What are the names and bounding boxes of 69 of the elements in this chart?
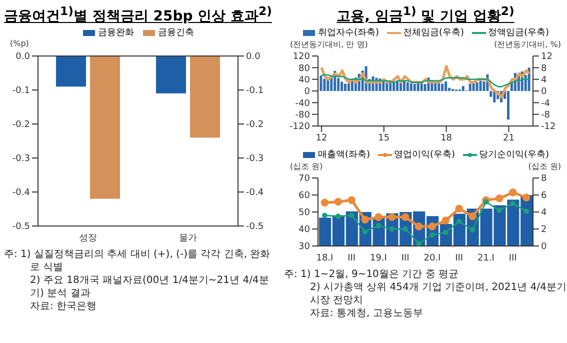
text: 주: 1) 실질정책금리의 추세 대비 (+), (-)를 각각 긴축, 완화로 식별 (4, 248, 272, 274)
y2-axis-title: (십조 원) (528, 161, 561, 172)
chart-title: 금융여건$^{1)}$별 정책금리 25bp 인상 효과$^{2)}$ (4, 4, 272, 26)
y2-tick-label: -4 (541, 98, 550, 109)
x-tick-label: 18 (440, 133, 452, 144)
x-tick-label: 물가 (179, 233, 197, 244)
y2-tick-label: -8 (541, 110, 550, 121)
x-tick-label: 19.I (370, 253, 387, 264)
y-tick-label: 30 (298, 242, 310, 252)
y-tick-label: -0.5 (12, 222, 30, 232)
y-tick-label: 60 (298, 191, 310, 202)
y2-tick-label: 4 (541, 76, 547, 86)
x-tick-label: III (508, 253, 517, 264)
text: 주: 1) 1~2월, 9~10월은 기간 중 평균 (284, 268, 460, 281)
y-tick-label: 80 (298, 64, 310, 74)
y-axis-title: (십조 원) (290, 161, 323, 172)
y-axis-title: (전년동기대비, 만 명) (290, 39, 368, 50)
y2-tick-label: 2 (541, 225, 547, 236)
y2-tick-label: -0.3 (246, 154, 264, 164)
text: 자료: 통계청, 고용노동부 (309, 307, 424, 320)
legend-label: 당기순이익(우축) (479, 149, 550, 161)
chart-title: 고용, 임금$^{1)}$ 및 기업 업황$^{2)}$ (336, 4, 516, 26)
y-tick-label: -40 (295, 98, 310, 109)
legend-label: 금융완화 (98, 27, 134, 39)
y-tick-label: 40 (298, 225, 310, 236)
y2-tick-label: 0 (541, 242, 547, 252)
y2-axis-title: (전년동기대비, %) (494, 39, 561, 50)
y2-tick-label: 12 (541, 52, 552, 62)
legend-label: 매출액(좌축) (318, 149, 370, 161)
y-tick-label: 0.0 (16, 52, 30, 62)
y-axis-title: (%p) (10, 39, 29, 50)
legend-label: 금융긴축 (158, 27, 194, 39)
y2-tick-label: -0.5 (246, 222, 264, 232)
y-tick-label: 70 (298, 174, 310, 184)
y2-tick-label: 8 (541, 174, 547, 184)
legend-label: 취업자수(좌축) (318, 27, 379, 39)
y-tick-label: -120 (290, 122, 310, 132)
y2-tick-label: 4 (541, 208, 547, 218)
y-tick-label: 120 (292, 52, 310, 62)
y-tick-label: -0.2 (12, 120, 30, 130)
y2-tick-label: 8 (541, 64, 547, 74)
x-tick-label: 15 (378, 133, 390, 144)
y-tick-label: -0.3 (12, 154, 30, 164)
x-tick-label: 20.I (424, 253, 441, 264)
x-tick-label: III (455, 253, 464, 264)
y-tick-label: -80 (295, 110, 310, 121)
x-tick-label: 21.I (477, 253, 494, 264)
y2-tick-label: -0.4 (246, 188, 264, 198)
y-tick-label: 40 (298, 76, 310, 86)
x-tick-label: 성장 (79, 233, 97, 244)
x-tick-label: III (348, 253, 356, 264)
y2-tick-label: 0 (541, 87, 547, 98)
x-tick-label: III (401, 253, 410, 264)
x-tick-label: 21 (503, 133, 514, 144)
y2-tick-label: -0.2 (246, 120, 264, 130)
y2-tick-label: -0.1 (246, 86, 264, 96)
y-tick-label: -0.1 (12, 86, 30, 96)
y-tick-label: 0 (304, 87, 310, 98)
text: 2) 시가총액 상위 454개 기업 기준이며, 2021년 4/4분기 시장 전망치 (309, 281, 567, 307)
y-tick-label: 50 (298, 208, 310, 218)
y2-tick-label: 0.0 (246, 52, 261, 62)
y2-tick-label: 6 (541, 191, 547, 202)
legend-label: 영업이익(우축) (394, 149, 456, 161)
text: 2) 주요 18개국 패널자료(00년 1/4분기~21년 4/4분기) 분석 결과 (29, 274, 270, 300)
text: 자료: 한국은행 (29, 300, 98, 313)
y-tick-label: -0.4 (12, 188, 30, 198)
x-tick-label: 12 (316, 133, 328, 144)
x-tick-label: 18.I (316, 253, 334, 264)
y2-tick-label: -12 (541, 122, 556, 132)
